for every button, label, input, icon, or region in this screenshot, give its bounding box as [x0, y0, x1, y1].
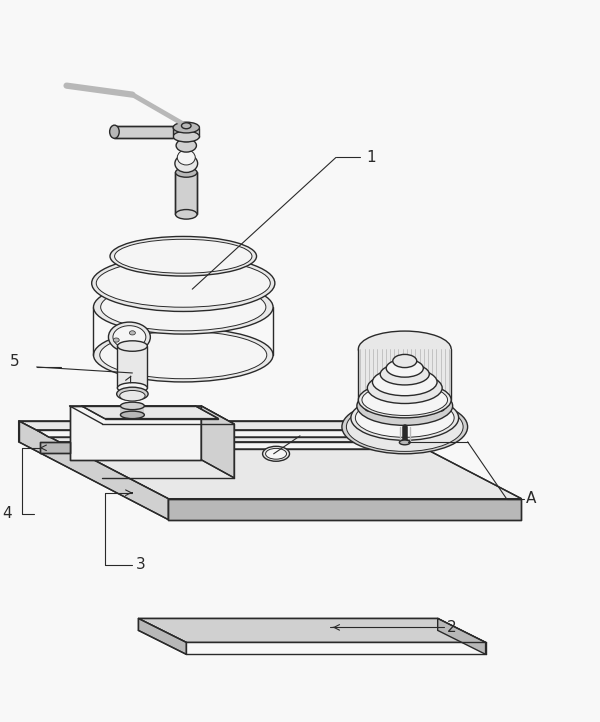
Ellipse shape: [116, 387, 148, 401]
Ellipse shape: [121, 402, 145, 409]
Ellipse shape: [393, 355, 417, 367]
Ellipse shape: [362, 384, 448, 415]
Ellipse shape: [113, 326, 146, 349]
Polygon shape: [82, 406, 218, 419]
Polygon shape: [40, 442, 70, 453]
Ellipse shape: [358, 382, 451, 418]
Ellipse shape: [373, 368, 437, 396]
Polygon shape: [139, 619, 186, 654]
Polygon shape: [70, 406, 201, 460]
Ellipse shape: [263, 446, 290, 461]
Ellipse shape: [342, 400, 467, 454]
Text: A: A: [526, 491, 536, 506]
Ellipse shape: [101, 284, 266, 331]
Ellipse shape: [94, 328, 273, 382]
Ellipse shape: [94, 280, 273, 334]
Text: 1: 1: [366, 150, 376, 165]
Polygon shape: [115, 126, 173, 138]
Ellipse shape: [113, 338, 119, 342]
Ellipse shape: [367, 373, 442, 404]
Polygon shape: [19, 421, 169, 520]
Ellipse shape: [173, 131, 199, 142]
Polygon shape: [139, 619, 485, 643]
Ellipse shape: [346, 402, 463, 451]
Polygon shape: [437, 619, 485, 654]
Polygon shape: [19, 421, 521, 499]
Ellipse shape: [380, 363, 430, 385]
Ellipse shape: [118, 383, 148, 393]
Ellipse shape: [119, 391, 145, 401]
Text: 4: 4: [2, 506, 11, 521]
Polygon shape: [121, 406, 145, 415]
Ellipse shape: [181, 123, 191, 129]
Ellipse shape: [266, 448, 287, 459]
Ellipse shape: [121, 411, 145, 419]
Ellipse shape: [176, 139, 196, 152]
Polygon shape: [201, 406, 234, 478]
Ellipse shape: [386, 360, 424, 377]
Ellipse shape: [365, 406, 375, 412]
Ellipse shape: [361, 383, 448, 417]
Text: 5: 5: [10, 354, 19, 368]
Ellipse shape: [109, 322, 151, 352]
Ellipse shape: [115, 239, 252, 273]
Text: 3: 3: [136, 557, 145, 572]
Ellipse shape: [100, 331, 267, 379]
Ellipse shape: [177, 150, 195, 165]
Ellipse shape: [175, 155, 197, 173]
Polygon shape: [118, 346, 148, 388]
Ellipse shape: [175, 168, 197, 177]
Polygon shape: [173, 128, 199, 136]
Ellipse shape: [358, 331, 451, 367]
Ellipse shape: [434, 406, 444, 412]
Polygon shape: [58, 442, 417, 449]
Ellipse shape: [130, 331, 136, 335]
Ellipse shape: [175, 209, 197, 219]
Ellipse shape: [355, 399, 454, 438]
Ellipse shape: [357, 386, 452, 425]
Ellipse shape: [400, 440, 410, 445]
Polygon shape: [37, 430, 396, 437]
Ellipse shape: [96, 259, 270, 308]
Ellipse shape: [110, 125, 119, 139]
Ellipse shape: [173, 122, 199, 133]
Polygon shape: [175, 173, 197, 214]
Text: 2: 2: [446, 620, 456, 635]
Ellipse shape: [177, 131, 195, 142]
Polygon shape: [169, 499, 521, 520]
Ellipse shape: [351, 396, 458, 440]
Ellipse shape: [118, 341, 148, 352]
Polygon shape: [70, 406, 234, 424]
Polygon shape: [358, 349, 451, 400]
Ellipse shape: [110, 236, 257, 276]
Ellipse shape: [92, 255, 275, 311]
